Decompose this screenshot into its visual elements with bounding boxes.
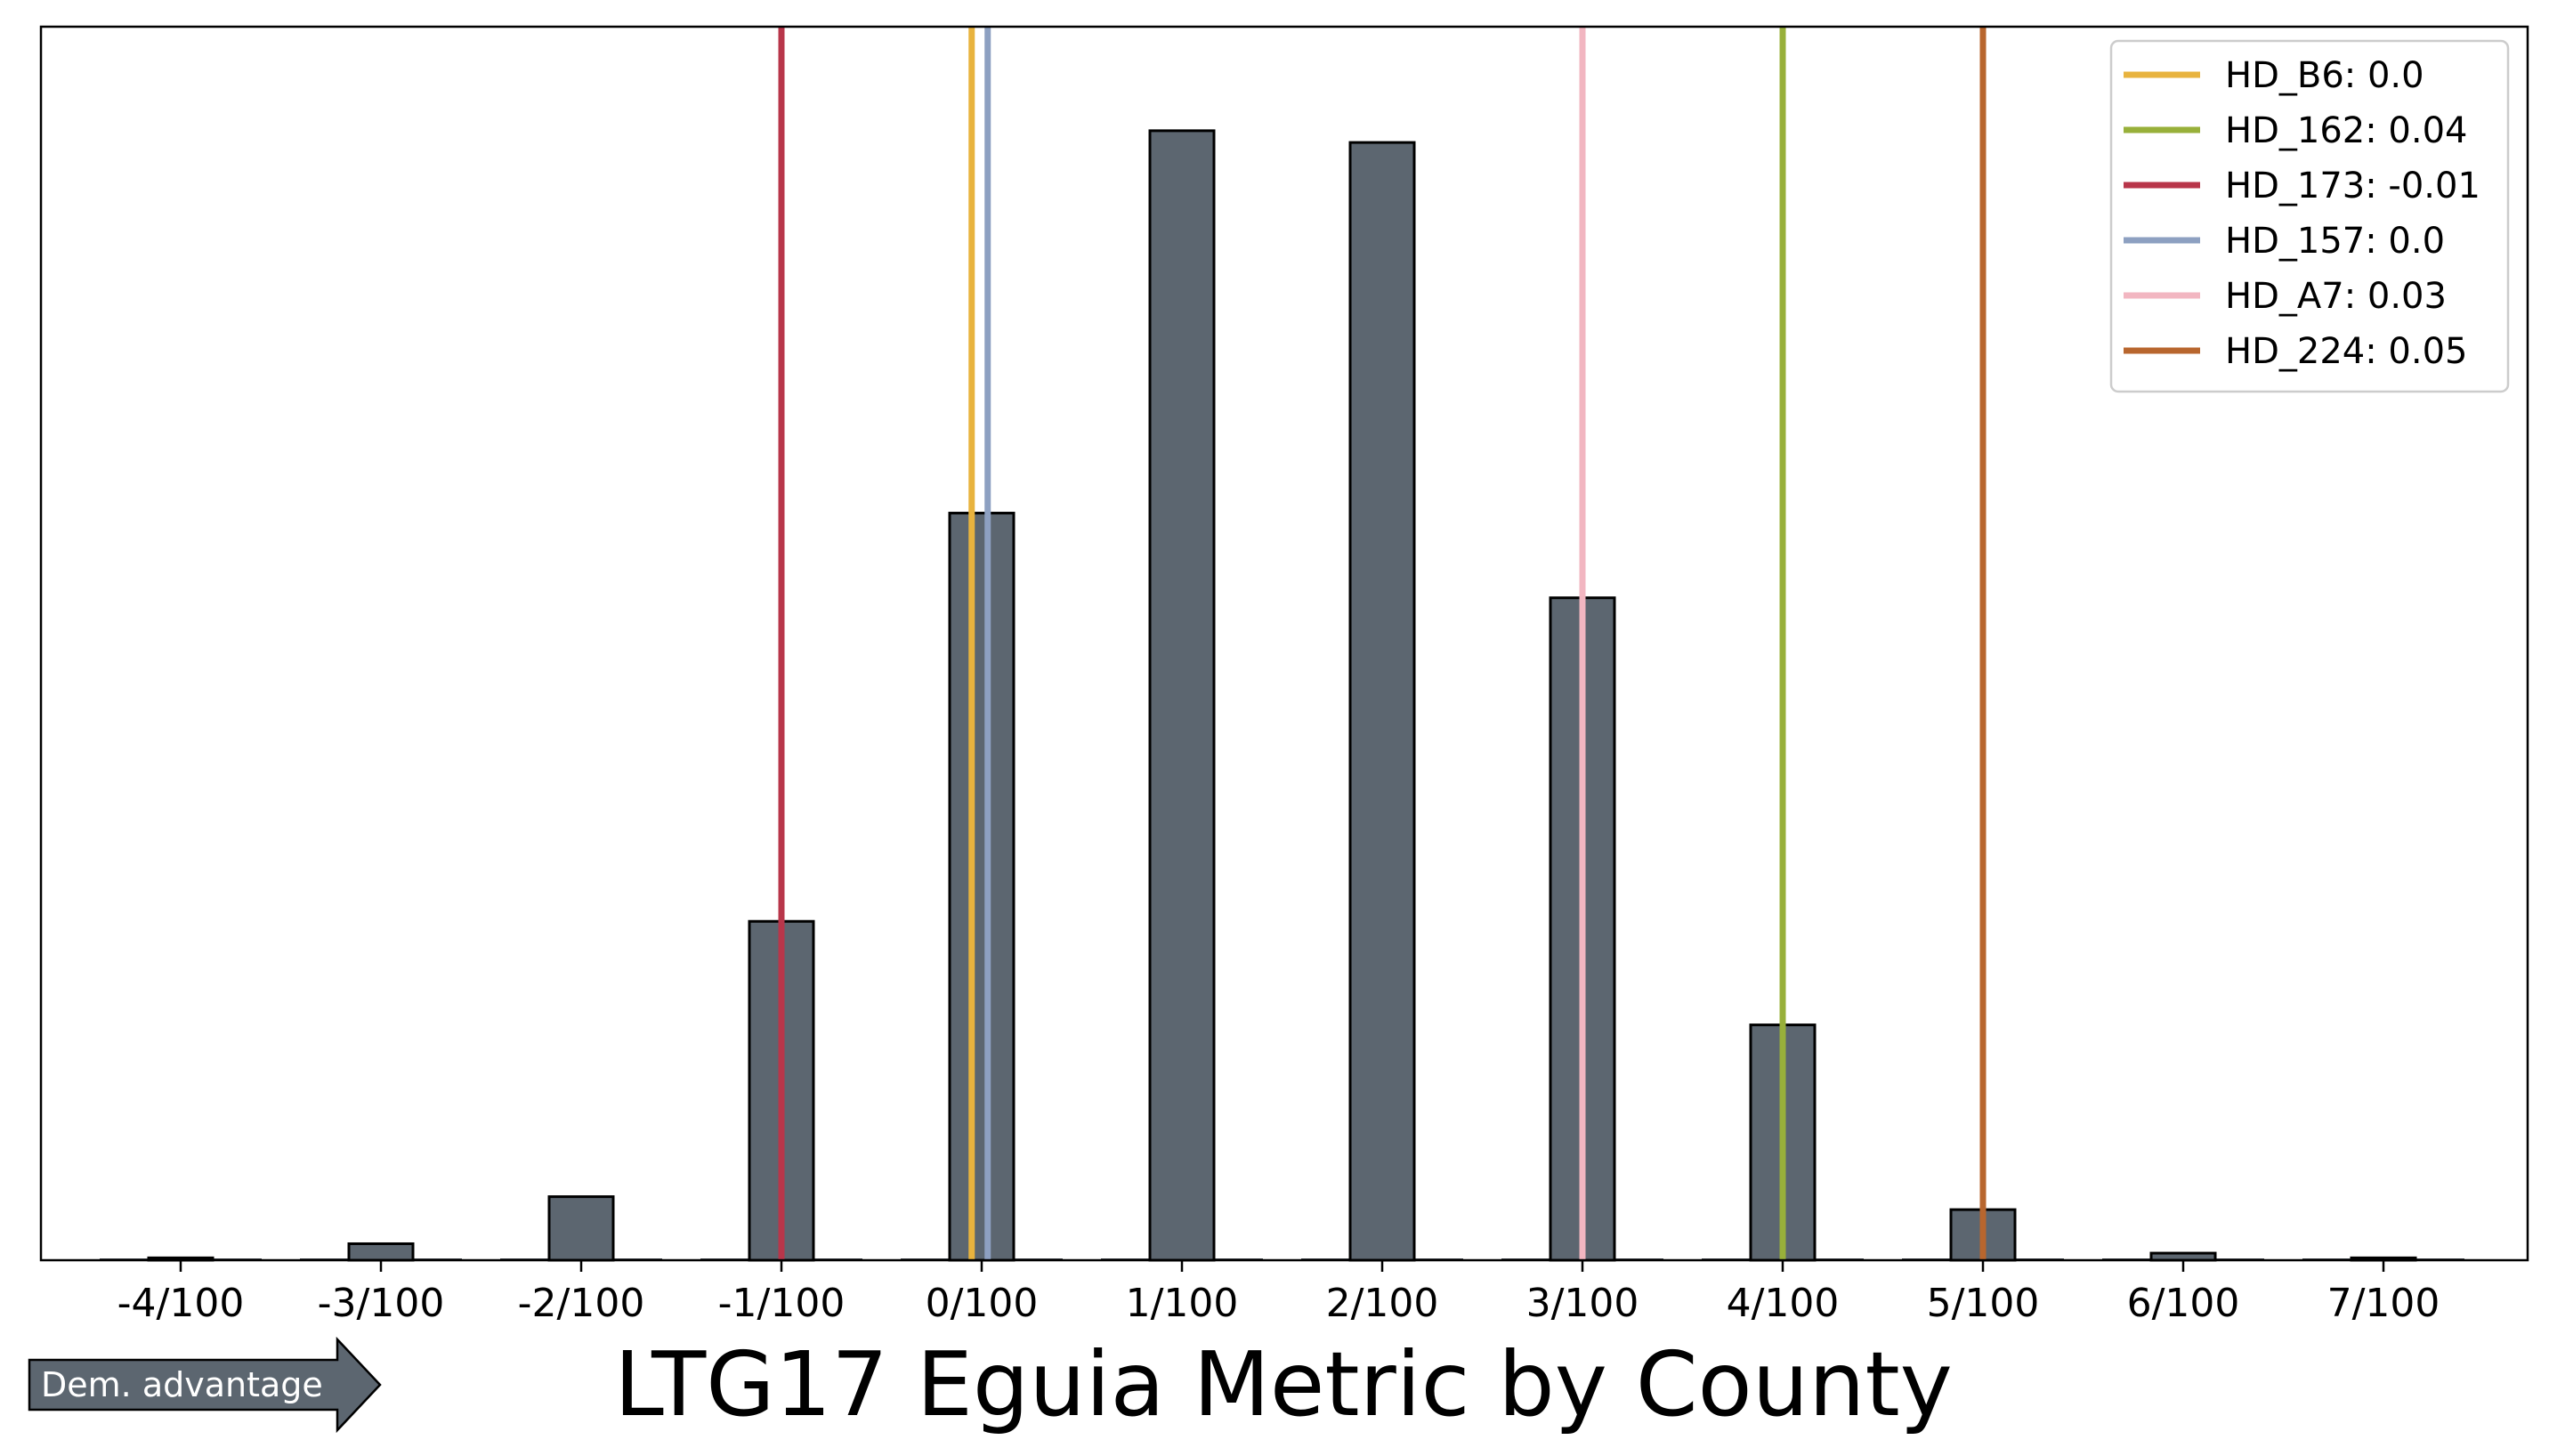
dem-advantage-label: Dem. advantage: [41, 1365, 323, 1404]
x-tick-label: 0/100: [926, 1281, 1039, 1326]
x-tick-label: 7/100: [2327, 1281, 2440, 1326]
legend-box: [2109, 39, 2510, 393]
histogram-bar: [948, 512, 1016, 1262]
legend-entry: HD_157: 0.0: [2225, 221, 2445, 262]
legend-entry: HD_173: -0.01: [2225, 166, 2480, 206]
legend: HD_B6: 0.0 HD_162: 0.04 HD_173: -0.01 HD_15…: [2109, 39, 2510, 393]
x-tick-label: -3/100: [318, 1281, 445, 1326]
legend-entry: HD_224: 0.05: [2225, 331, 2467, 372]
x-tick-label: 5/100: [1927, 1281, 2040, 1326]
plot-frame: [39, 25, 2529, 1262]
x-tick-label: 4/100: [1727, 1281, 1840, 1326]
x-axis-ticks: -4/100 -3/100 -2/100 -1/100 0/100 1/100 2/100 3…: [117, 1260, 2440, 1326]
x-tick-label: -2/100: [518, 1281, 645, 1326]
dem-advantage-arrow: Dem. advantage: [28, 1336, 382, 1434]
bars-layer: [147, 129, 2417, 1262]
histogram-bar: [1348, 141, 1416, 1262]
chart-title: LTG17 Eguia Metric by County: [614, 1332, 1953, 1436]
histogram-bar: [1148, 129, 1216, 1262]
x-tick-label: 2/100: [1326, 1281, 1439, 1326]
x-tick-label: 1/100: [1126, 1281, 1239, 1326]
x-tick-label: -4/100: [117, 1281, 245, 1326]
x-tick-label: 6/100: [2127, 1281, 2240, 1326]
legend-entry: HD_B6: 0.0: [2225, 55, 2424, 96]
histogram-bar: [347, 1242, 415, 1262]
x-tick-label: 3/100: [1526, 1281, 1639, 1326]
legend-entry: HD_162: 0.04: [2225, 110, 2467, 151]
x-tick-label: -1/100: [718, 1281, 846, 1326]
histogram-bar: [547, 1195, 615, 1262]
reference-lines-layer: [778, 27, 1987, 1260]
legend-entry: HD_A7: 0.03: [2225, 276, 2447, 317]
arrow-shape: [28, 1336, 382, 1434]
